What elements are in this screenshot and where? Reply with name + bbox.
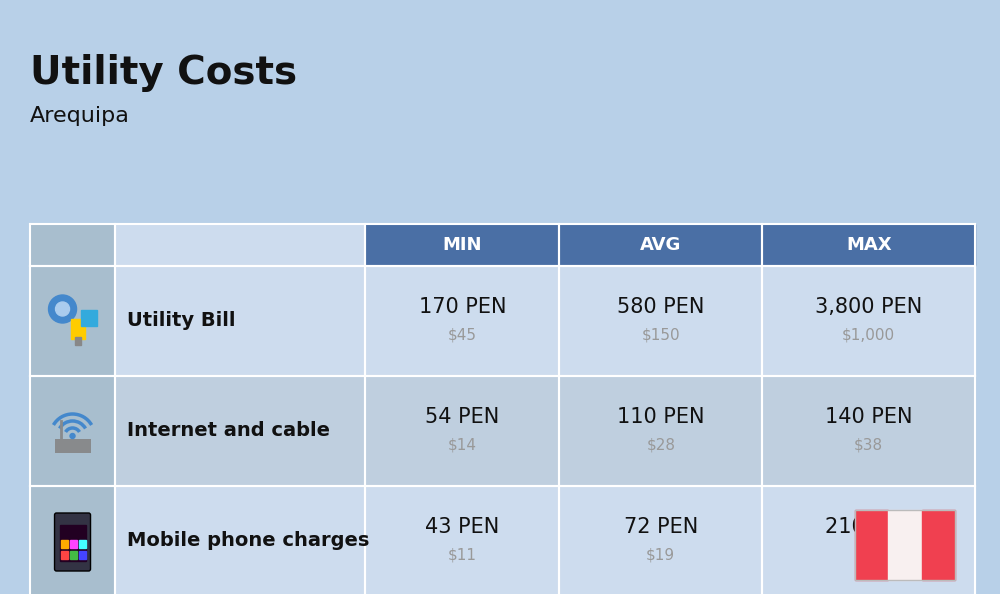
Text: Utility Bill: Utility Bill: [127, 311, 236, 330]
FancyBboxPatch shape: [55, 513, 91, 571]
Bar: [115, 486, 365, 594]
Text: $150: $150: [641, 327, 680, 343]
Circle shape: [49, 295, 77, 323]
Text: 170 PEN: 170 PEN: [419, 297, 506, 317]
Bar: [61, 551, 68, 559]
Text: $1,000: $1,000: [842, 327, 895, 343]
Bar: [365, 486, 559, 594]
Bar: [60, 525, 86, 561]
Bar: [365, 266, 559, 376]
Bar: [30, 224, 115, 266]
Bar: [559, 486, 762, 594]
Bar: [61, 540, 68, 548]
Text: MAX: MAX: [846, 236, 892, 254]
Text: MIN: MIN: [443, 236, 482, 254]
Text: Utility Costs: Utility Costs: [30, 54, 297, 92]
Circle shape: [70, 434, 75, 438]
Bar: [115, 266, 365, 376]
Bar: [762, 486, 975, 594]
Text: 43 PEN: 43 PEN: [425, 517, 499, 537]
Text: $45: $45: [448, 327, 477, 343]
Bar: [71, 319, 85, 339]
Bar: [79, 540, 86, 548]
Bar: [115, 224, 365, 266]
Text: 210 PEN: 210 PEN: [825, 517, 912, 537]
Bar: [888, 510, 922, 580]
Bar: [70, 540, 77, 548]
Text: $14: $14: [448, 438, 477, 453]
Text: $57: $57: [854, 548, 883, 563]
Bar: [55, 439, 91, 453]
Text: $11: $11: [448, 548, 477, 563]
Bar: [762, 266, 975, 376]
Bar: [75, 337, 81, 345]
Text: 140 PEN: 140 PEN: [825, 407, 912, 427]
Bar: [559, 376, 762, 486]
Bar: [115, 376, 365, 486]
Bar: [365, 224, 559, 266]
Text: 580 PEN: 580 PEN: [617, 297, 704, 317]
Bar: [365, 376, 559, 486]
Bar: [855, 510, 888, 580]
Text: AVG: AVG: [640, 236, 681, 254]
Text: 54 PEN: 54 PEN: [425, 407, 499, 427]
Bar: [559, 224, 762, 266]
Text: Arequipa: Arequipa: [30, 106, 130, 126]
Bar: [30, 266, 115, 376]
Text: $38: $38: [854, 438, 883, 453]
Circle shape: [56, 302, 70, 316]
Bar: [70, 551, 77, 559]
Text: Mobile phone charges: Mobile phone charges: [127, 532, 369, 551]
Bar: [559, 266, 762, 376]
Bar: [81, 310, 97, 326]
Bar: [30, 376, 115, 486]
Bar: [762, 376, 975, 486]
Text: 110 PEN: 110 PEN: [617, 407, 705, 427]
Text: $19: $19: [646, 548, 675, 563]
Bar: [30, 486, 115, 594]
Bar: [922, 510, 955, 580]
Bar: [762, 224, 975, 266]
Text: 3,800 PEN: 3,800 PEN: [815, 297, 922, 317]
Text: Internet and cable: Internet and cable: [127, 422, 330, 441]
Text: 72 PEN: 72 PEN: [624, 517, 698, 537]
Text: $28: $28: [646, 438, 675, 453]
Bar: [79, 551, 86, 559]
Bar: [855, 510, 955, 580]
